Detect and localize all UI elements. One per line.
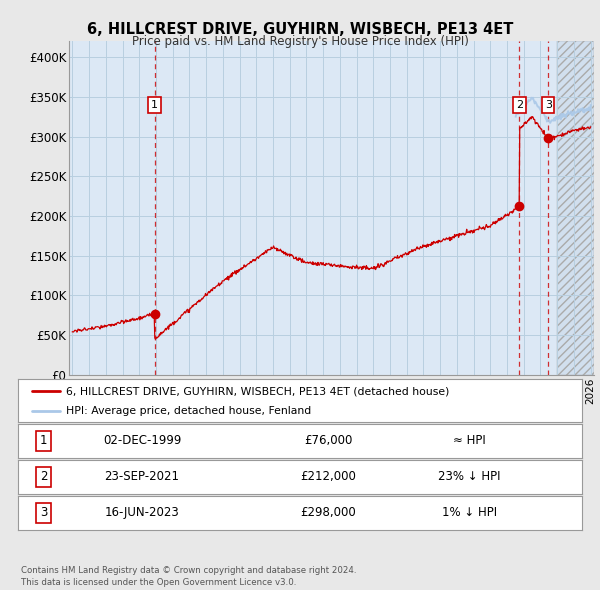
- Text: 6, HILLCREST DRIVE, GUYHIRN, WISBECH, PE13 4ET (detached house): 6, HILLCREST DRIVE, GUYHIRN, WISBECH, PE…: [66, 386, 449, 396]
- Text: ≈ HPI: ≈ HPI: [453, 434, 485, 447]
- Text: 1: 1: [151, 100, 158, 110]
- Text: 23-SEP-2021: 23-SEP-2021: [104, 470, 179, 483]
- Text: 2: 2: [516, 100, 523, 110]
- Text: 3: 3: [545, 100, 551, 110]
- Text: Contains HM Land Registry data © Crown copyright and database right 2024.
This d: Contains HM Land Registry data © Crown c…: [21, 566, 356, 587]
- Text: 02-DEC-1999: 02-DEC-1999: [103, 434, 181, 447]
- Text: 3: 3: [40, 506, 47, 519]
- Text: 1% ↓ HPI: 1% ↓ HPI: [442, 506, 497, 519]
- Text: 2: 2: [40, 470, 47, 483]
- Text: £212,000: £212,000: [300, 470, 356, 483]
- Bar: [557, 41, 594, 375]
- Text: 6, HILLCREST DRIVE, GUYHIRN, WISBECH, PE13 4ET: 6, HILLCREST DRIVE, GUYHIRN, WISBECH, PE…: [87, 22, 513, 37]
- Text: 23% ↓ HPI: 23% ↓ HPI: [438, 470, 500, 483]
- Text: HPI: Average price, detached house, Fenland: HPI: Average price, detached house, Fenl…: [66, 407, 311, 416]
- Text: £298,000: £298,000: [301, 506, 356, 519]
- Text: Price paid vs. HM Land Registry's House Price Index (HPI): Price paid vs. HM Land Registry's House …: [131, 35, 469, 48]
- Text: £76,000: £76,000: [304, 434, 352, 447]
- Text: 1: 1: [40, 434, 47, 447]
- Text: 16-JUN-2023: 16-JUN-2023: [105, 506, 179, 519]
- Bar: [557, 41, 594, 375]
